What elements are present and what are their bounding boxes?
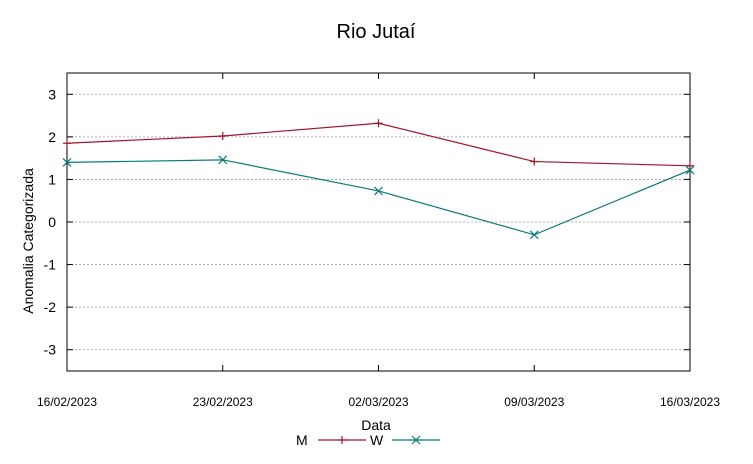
y-axis-label: Anomalia Categorizada xyxy=(20,168,36,314)
x-marker-b xyxy=(218,155,228,165)
x-marker-b xyxy=(529,230,539,240)
x-tick-label: 09/03/2023 xyxy=(504,395,564,409)
series-group xyxy=(62,119,695,240)
x-tick-label: 16/03/2023 xyxy=(660,395,720,409)
x-axis-label: Data xyxy=(361,417,391,433)
x-tick-label: 16/02/2023 xyxy=(37,395,97,409)
y-tick-label: 3 xyxy=(48,86,56,102)
y-tick-label: -3 xyxy=(44,342,57,358)
series-line xyxy=(66,159,691,236)
series-w xyxy=(62,155,695,240)
y-tick-label: 0 xyxy=(48,214,56,230)
x-tick-label: 23/02/2023 xyxy=(193,395,253,409)
chart-title: Rio Jutaí xyxy=(337,21,416,43)
y-tick-label: 1 xyxy=(48,171,56,187)
series-line xyxy=(66,122,691,167)
x-marker-b xyxy=(411,435,421,445)
y-tick-labels: 3 2 1 0 -1 -2 -3 xyxy=(44,86,57,357)
x-tick-labels: 16/02/2023 23/02/2023 02/03/2023 09/03/2023… xyxy=(37,395,720,409)
y-tick-label: -1 xyxy=(44,257,57,273)
legend-label: W xyxy=(370,432,384,448)
x-tick-label: 02/03/2023 xyxy=(348,395,408,409)
gridlines xyxy=(66,73,691,371)
y-tick-label: -2 xyxy=(44,299,57,315)
y-tick-label: 2 xyxy=(48,129,56,145)
x-marker-b xyxy=(685,165,695,175)
legend-label: M xyxy=(296,432,308,448)
x-marker-b xyxy=(62,157,72,167)
series-m xyxy=(63,119,694,170)
x-marker-b xyxy=(374,186,383,196)
